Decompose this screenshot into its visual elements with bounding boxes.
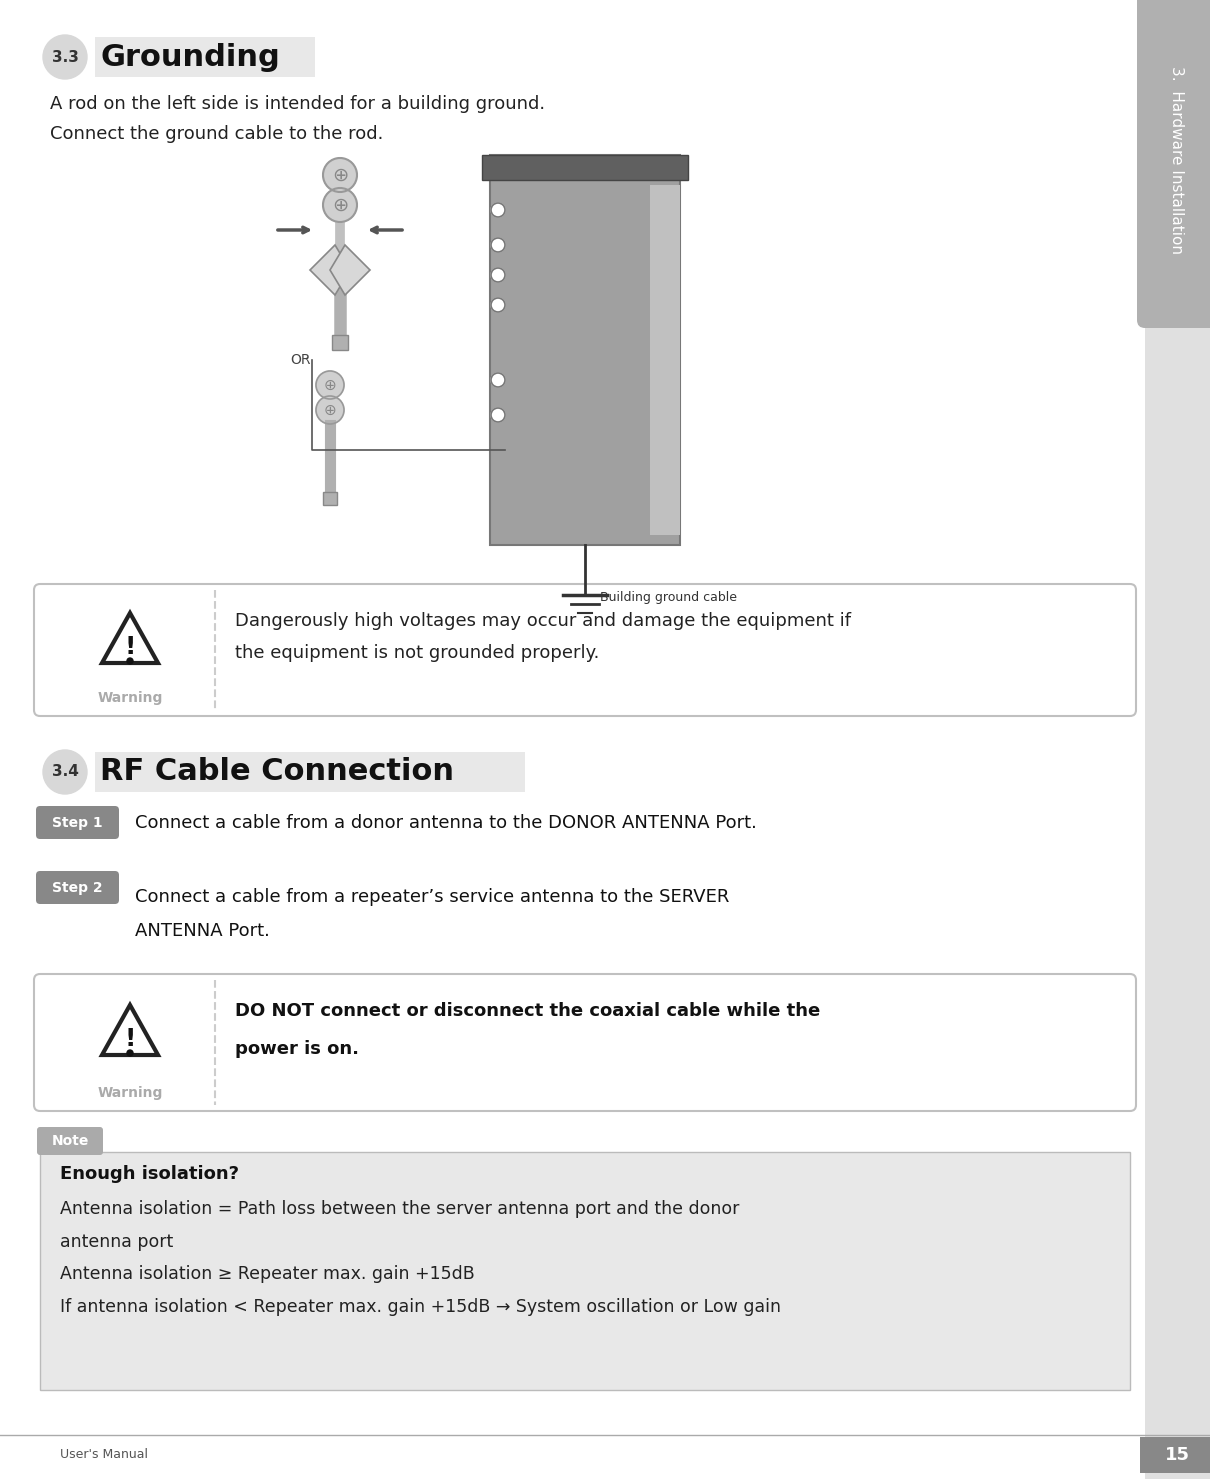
Text: Connect a cable from a repeater’s service antenna to the SERVER: Connect a cable from a repeater’s servic… <box>136 887 730 907</box>
Polygon shape <box>102 612 159 663</box>
Text: 3.  Hardware Installation: 3. Hardware Installation <box>1170 67 1185 254</box>
Text: Note: Note <box>51 1134 88 1148</box>
FancyBboxPatch shape <box>40 1152 1130 1390</box>
Circle shape <box>491 203 505 217</box>
Text: 3.4: 3.4 <box>52 765 79 779</box>
Circle shape <box>491 408 505 422</box>
Circle shape <box>491 373 505 387</box>
FancyBboxPatch shape <box>1145 0 1210 1479</box>
Text: the equipment is not grounded properly.: the equipment is not grounded properly. <box>235 643 599 663</box>
Circle shape <box>323 158 357 192</box>
Text: power is on.: power is on. <box>235 1040 359 1057</box>
Text: ANTENNA Port.: ANTENNA Port. <box>136 921 270 941</box>
Text: Antenna isolation ≥ Repeater max. gain +15dB: Antenna isolation ≥ Repeater max. gain +… <box>60 1265 474 1282</box>
FancyBboxPatch shape <box>1145 21 1210 319</box>
Text: A rod on the left side is intended for a building ground.: A rod on the left side is intended for a… <box>50 95 546 112</box>
Text: !: ! <box>125 634 136 660</box>
Text: Step 2: Step 2 <box>52 881 103 895</box>
Circle shape <box>316 371 344 399</box>
Circle shape <box>491 238 505 251</box>
Polygon shape <box>310 246 350 294</box>
Text: Grounding: Grounding <box>100 43 280 71</box>
Text: ⊕: ⊕ <box>323 402 336 417</box>
Circle shape <box>491 297 505 312</box>
FancyBboxPatch shape <box>332 336 348 351</box>
FancyBboxPatch shape <box>323 493 338 504</box>
FancyBboxPatch shape <box>34 584 1136 716</box>
Text: ⊕: ⊕ <box>323 377 336 392</box>
Circle shape <box>127 1050 133 1056</box>
Circle shape <box>316 396 344 424</box>
FancyBboxPatch shape <box>38 1127 103 1155</box>
Polygon shape <box>102 1006 159 1055</box>
Polygon shape <box>330 246 370 294</box>
Text: Warning: Warning <box>97 691 162 705</box>
Circle shape <box>491 268 505 282</box>
Text: antenna port: antenna port <box>60 1233 173 1251</box>
FancyBboxPatch shape <box>36 871 119 904</box>
FancyBboxPatch shape <box>482 155 688 180</box>
Circle shape <box>127 658 133 664</box>
Text: If antenna isolation < Repeater max. gain +15dB → System oscillation or Low gain: If antenna isolation < Repeater max. gai… <box>60 1299 780 1316</box>
Text: 3.3: 3.3 <box>52 49 79 65</box>
Text: DO NOT connect or disconnect the coaxial cable while the: DO NOT connect or disconnect the coaxial… <box>235 1001 820 1021</box>
FancyBboxPatch shape <box>490 155 680 544</box>
Text: Antenna isolation = Path loss between the server antenna port and the donor: Antenna isolation = Path loss between th… <box>60 1199 739 1219</box>
Text: Connect the ground cable to the rod.: Connect the ground cable to the rod. <box>50 126 384 143</box>
Text: RF Cable Connection: RF Cable Connection <box>100 757 454 787</box>
Text: ⊕: ⊕ <box>332 195 348 214</box>
Text: User's Manual: User's Manual <box>60 1448 148 1461</box>
Text: Enough isolation?: Enough isolation? <box>60 1165 240 1183</box>
FancyBboxPatch shape <box>34 975 1136 1111</box>
Text: Warning: Warning <box>97 1086 162 1100</box>
Circle shape <box>44 35 87 78</box>
Text: 15: 15 <box>1164 1446 1189 1464</box>
Text: Step 1: Step 1 <box>52 816 103 830</box>
Text: Dangerously high voltages may occur and damage the equipment if: Dangerously high voltages may occur and … <box>235 612 851 630</box>
FancyBboxPatch shape <box>96 37 315 77</box>
Text: Building ground cable: Building ground cable <box>600 592 737 605</box>
Text: ⊕: ⊕ <box>332 166 348 185</box>
Text: !: ! <box>125 1026 136 1052</box>
Text: OR: OR <box>290 353 311 367</box>
FancyBboxPatch shape <box>36 806 119 839</box>
Circle shape <box>44 750 87 794</box>
FancyBboxPatch shape <box>96 751 525 791</box>
FancyBboxPatch shape <box>1137 0 1210 328</box>
Text: Connect a cable from a donor antenna to the DONOR ANTENNA Port.: Connect a cable from a donor antenna to … <box>136 813 757 833</box>
FancyBboxPatch shape <box>650 185 680 535</box>
Circle shape <box>323 188 357 222</box>
FancyBboxPatch shape <box>1140 1438 1210 1473</box>
